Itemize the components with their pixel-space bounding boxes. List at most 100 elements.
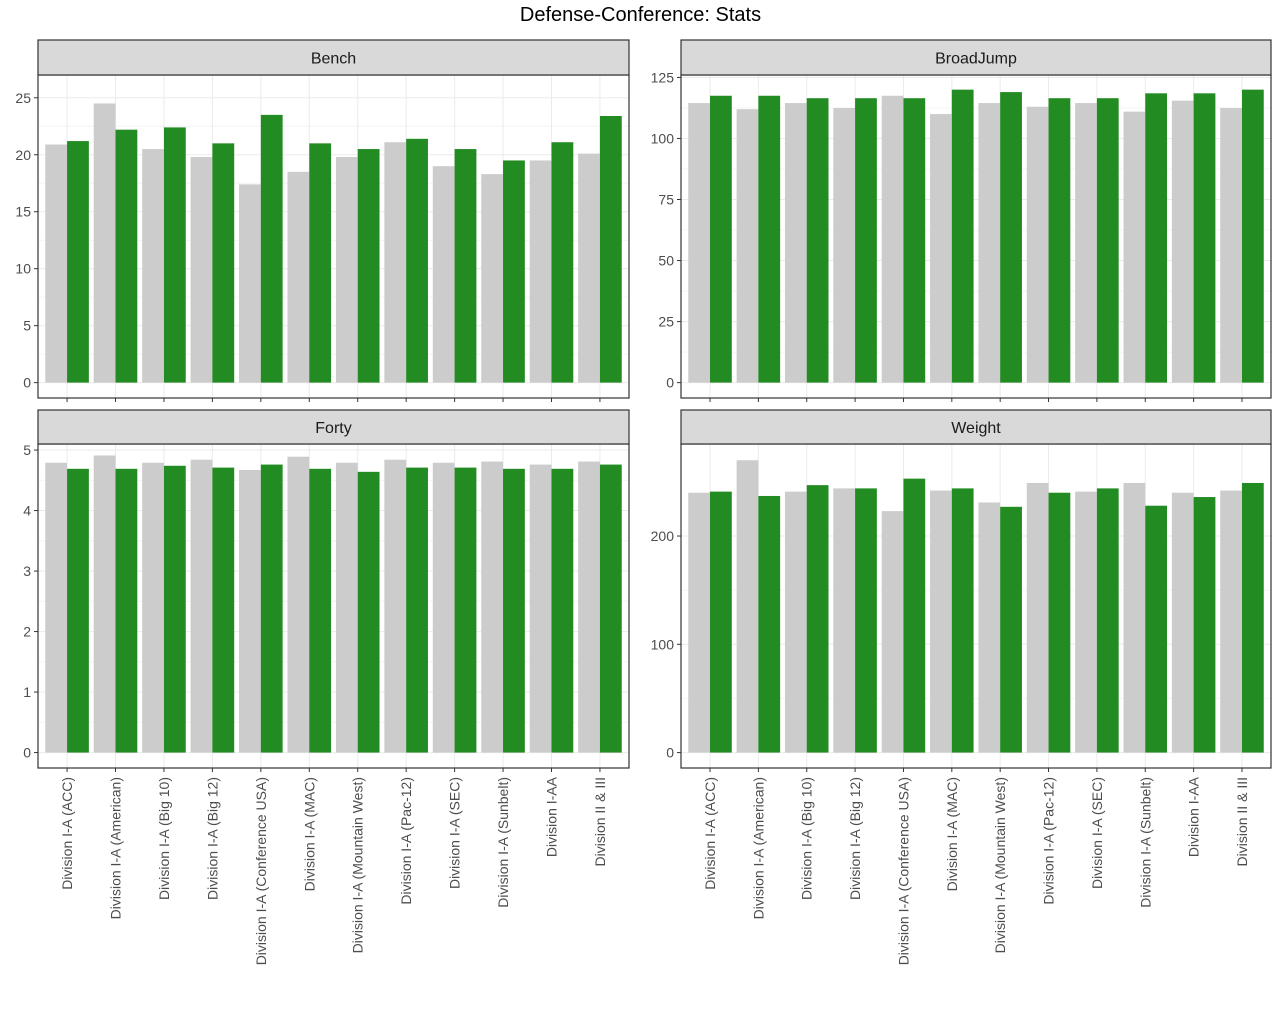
bar-broadjump-s1-3 <box>833 107 856 383</box>
y-tick-label: 0 <box>23 745 31 761</box>
bar-forty-s2-11 <box>599 464 622 753</box>
bar-forty-s2-2 <box>163 465 186 753</box>
bar-bench-s1-10 <box>529 160 552 383</box>
bar-bench-s2-9 <box>503 160 525 383</box>
bar-broadjump-s1-11 <box>1220 107 1242 383</box>
x-tick-label: Division I-A (Big 10) <box>156 777 172 900</box>
x-tick-label: Division I-A (MAC) <box>301 777 317 891</box>
x-tick-label: Division I-A (SEC) <box>1089 777 1105 889</box>
x-tick-label: Division II & III <box>1234 777 1250 866</box>
bar-broadjump-s2-10 <box>1193 93 1216 383</box>
bar-weight-s1-3 <box>833 488 856 753</box>
facet-strip <box>680 409 1272 445</box>
y-tick-label: 25 <box>658 314 674 330</box>
bar-broadjump-s2-2 <box>806 98 829 383</box>
bar-bench-s1-5 <box>287 171 310 383</box>
bar-forty-s2-10 <box>551 468 574 753</box>
bar-broadjump-s1-0 <box>688 103 711 383</box>
bar-broadjump-s2-0 <box>710 95 732 383</box>
bar-weight-s2-0 <box>710 491 732 753</box>
x-tick-label: Division I-A (American) <box>750 777 766 919</box>
bar-weight-s1-0 <box>688 492 711 753</box>
bar-weight-s1-4 <box>881 511 904 753</box>
bar-broadjump-s2-11 <box>1241 89 1264 383</box>
x-tick-label: Division I-A (MAC) <box>944 777 960 891</box>
bar-bench-s1-4 <box>239 184 261 383</box>
bar-bench-s2-6 <box>357 149 380 383</box>
y-tick-label: 125 <box>651 69 675 85</box>
bar-weight-s1-1 <box>736 460 759 753</box>
bar-broadjump-s1-10 <box>1171 100 1194 383</box>
bar-forty-s2-7 <box>406 467 428 753</box>
x-tick-label: Division I-A (Mountain West) <box>992 777 1008 953</box>
x-tick-label: Division I-A (Sunbelt) <box>1137 777 1153 908</box>
facet-weight: Weight 0 100 200 Division I-A (ACC) Division … <box>651 409 1272 965</box>
bar-forty-s1-10 <box>529 464 552 753</box>
facet-strip-label: BroadJump <box>935 51 1017 68</box>
bar-bench-s1-1 <box>93 103 116 383</box>
bar-broadjump-s1-9 <box>1123 111 1146 383</box>
y-tick-label: 25 <box>15 90 31 106</box>
bar-forty-s1-0 <box>45 462 68 753</box>
bar-forty-s1-1 <box>93 455 116 753</box>
bar-broadjump-s2-1 <box>758 95 781 383</box>
bar-weight-s1-8 <box>1075 491 1097 753</box>
bar-forty-s1-9 <box>481 461 504 753</box>
bar-broadjump-s1-8 <box>1075 103 1097 383</box>
y-tick-label: 0 <box>23 375 31 391</box>
x-tick-label: Division I-A (Big 12) <box>204 777 220 900</box>
bar-weight-s2-2 <box>806 485 829 753</box>
bar-weight-s1-9 <box>1123 482 1146 753</box>
bar-forty-s1-7 <box>384 459 407 753</box>
x-tick-label: Division I-A (Mountain West) <box>350 777 366 953</box>
y-tick-label: 15 <box>15 204 31 220</box>
bar-bench-s2-11 <box>599 116 622 383</box>
bar-bench-s2-2 <box>163 127 186 383</box>
x-tick-label: Division I-AA <box>543 776 559 857</box>
bar-bench-s1-3 <box>190 157 213 383</box>
bar-forty-s1-11 <box>578 461 600 753</box>
facet-bench: Bench 0 5 10 15 20 25 <box>15 39 630 402</box>
y-tick-label: 100 <box>651 130 675 146</box>
bar-broadjump-s2-7 <box>1048 98 1071 383</box>
bar-weight-s1-5 <box>930 490 952 753</box>
bar-broadjump-s2-8 <box>1096 98 1119 383</box>
bar-forty-s1-8 <box>432 462 455 753</box>
y-tick-label: 0 <box>666 745 674 761</box>
facet-broadjump: BroadJump 0 25 50 75 100 125 <box>651 39 1272 402</box>
x-tick-label: Division I-A (ACC) <box>59 777 75 890</box>
x-tick-label: Division I-A (Conference USA) <box>895 777 911 965</box>
bar-broadjump-s1-4 <box>881 95 904 383</box>
x-tick-label: Division I-A (Big 10) <box>799 777 815 900</box>
bar-bench-s2-1 <box>115 129 138 383</box>
y-tick-label: 75 <box>658 192 674 208</box>
bar-weight-s2-1 <box>758 495 781 753</box>
chart-title: Defense-Conference: Stats <box>519 4 762 26</box>
bar-bench-s2-7 <box>406 138 428 383</box>
bar-weight-s1-10 <box>1171 492 1194 753</box>
bar-forty-s2-8 <box>454 467 477 753</box>
bar-broadjump-s1-7 <box>1026 106 1049 383</box>
bar-broadjump-s1-6 <box>978 103 1001 383</box>
bar-bench-s1-2 <box>142 149 164 383</box>
x-tick-label: Division I-A (Conference USA) <box>253 777 269 965</box>
bar-bench-s1-11 <box>578 153 600 383</box>
y-tick-label: 100 <box>651 636 675 652</box>
y-tick-label: 2 <box>23 624 31 640</box>
x-tick-label: Division I-AA <box>1186 776 1202 857</box>
y-tick-label: 0 <box>666 375 674 391</box>
bar-weight-s2-6 <box>1000 506 1022 753</box>
x-tick-label: Division I-A (Pac-12) <box>398 777 414 905</box>
x-tick-label: Division I-A (Big 12) <box>847 777 863 900</box>
bar-weight-s1-7 <box>1026 482 1049 753</box>
facet-strip-label: Bench <box>311 51 356 68</box>
y-tick-label: 200 <box>651 528 675 544</box>
bar-weight-s2-9 <box>1145 505 1168 753</box>
bar-broadjump-s2-3 <box>855 98 877 383</box>
bar-broadjump-s2-5 <box>951 89 974 383</box>
x-tick-label: Division I-A (American) <box>108 777 124 919</box>
bar-bench-s2-0 <box>67 141 89 383</box>
bar-broadjump-s1-5 <box>930 114 952 383</box>
x-tick-label: Division I-A (Sunbelt) <box>495 777 511 908</box>
